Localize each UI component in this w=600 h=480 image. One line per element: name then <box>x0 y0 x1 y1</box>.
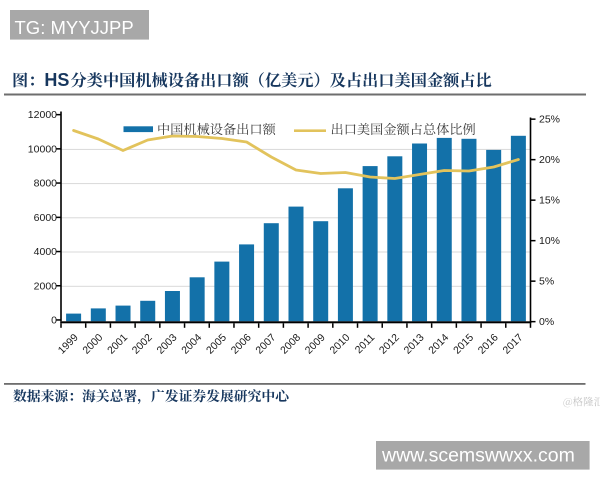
svg-text:4000: 4000 <box>34 246 58 258</box>
svg-text:5%: 5% <box>539 276 554 288</box>
svg-text:10000: 10000 <box>28 144 57 156</box>
svg-text:25%: 25% <box>539 114 560 126</box>
svg-text:TG: MYYJJPP: TG: MYYJJPP <box>15 17 134 38</box>
svg-text:15%: 15% <box>539 195 560 207</box>
svg-text:2000: 2000 <box>34 280 58 292</box>
svg-text:0%: 0% <box>539 316 554 328</box>
svg-text:10%: 10% <box>539 235 560 247</box>
svg-text:20%: 20% <box>539 154 560 166</box>
svg-text:6000: 6000 <box>34 212 58 224</box>
svg-text:0: 0 <box>51 315 57 327</box>
svg-text:12000: 12000 <box>28 109 57 121</box>
svg-text:8000: 8000 <box>34 178 58 190</box>
svg-text:HS: HS <box>44 70 69 90</box>
svg-text:www.scemswwxx.com: www.scemswwxx.com <box>381 445 575 467</box>
